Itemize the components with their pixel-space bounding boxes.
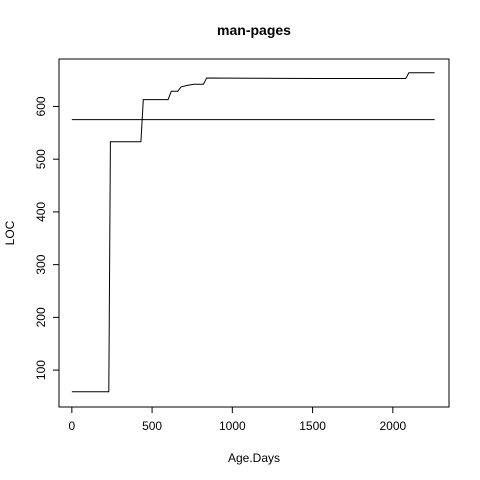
plot-frame (58, 58, 450, 408)
y-tick-label-100: 100 (34, 360, 48, 380)
chart-title: man-pages (217, 22, 291, 38)
x-tick-label-2000: 2000 (379, 419, 406, 433)
x-axis-label: Age.Days (228, 451, 280, 465)
y-tick-label-600: 600 (34, 96, 48, 116)
y-tick-label-300: 300 (34, 254, 48, 274)
y-axis: 100 200 300 400 500 600 (34, 96, 59, 380)
x-tick-label-1500: 1500 (299, 419, 326, 433)
y-tick-label-500: 500 (34, 149, 48, 169)
y-axis-label: LOC (3, 220, 17, 245)
x-tick-label-0: 0 (68, 419, 75, 433)
y-tick-label-200: 200 (34, 307, 48, 327)
loc-series-line (71, 72, 435, 393)
x-tick-label-1000: 1000 (219, 419, 246, 433)
y-tick-label-400: 400 (34, 202, 48, 222)
x-tick-label-500: 500 (142, 419, 162, 433)
series-layer (71, 72, 435, 393)
x-axis: 0 500 1000 1500 2000 (68, 407, 406, 433)
